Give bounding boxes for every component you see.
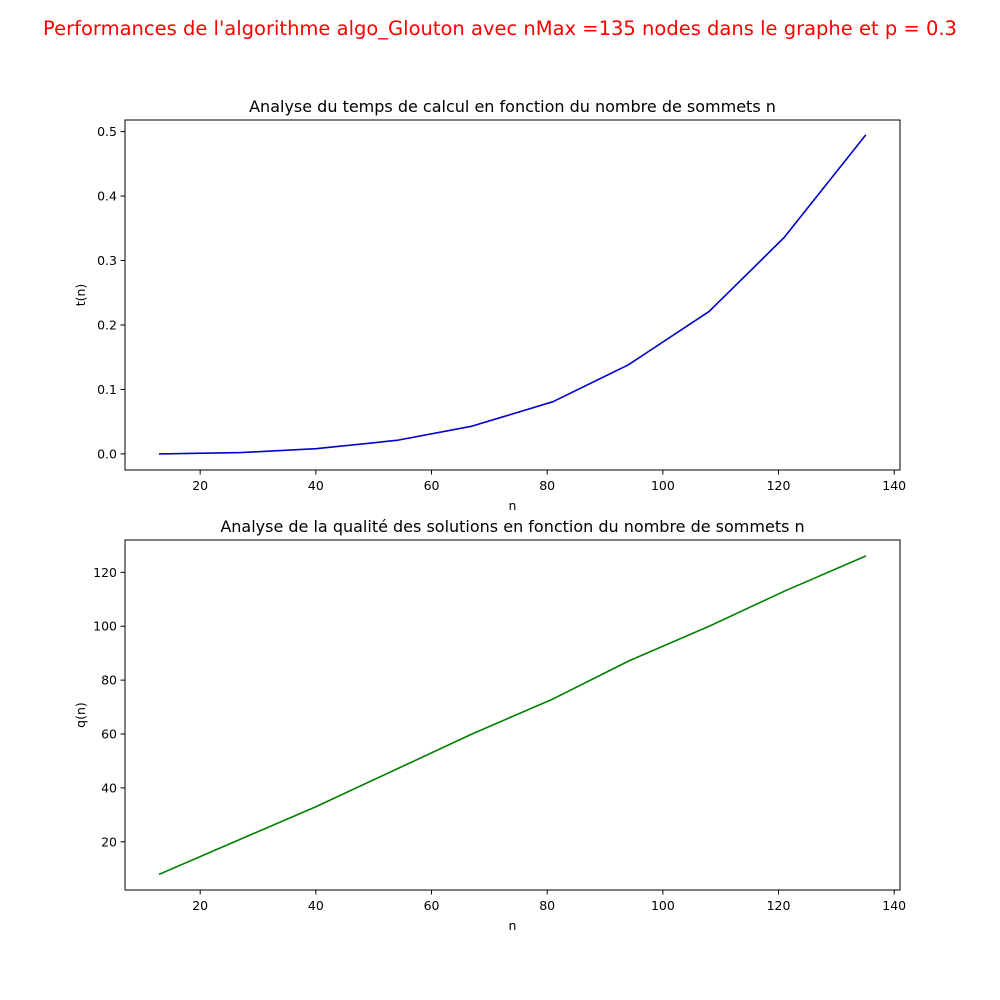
subplot-time: Analyse du temps de calcul en fonction d…	[73, 97, 906, 513]
quality-y-axis-label: q(n)	[73, 702, 88, 728]
quality-chart-title: Analyse de la qualité des solutions en f…	[220, 517, 804, 536]
quality-y-tick-label: 100	[93, 619, 117, 634]
time-y-tick-label: 0.0	[97, 446, 117, 461]
time-y-tick-label: 0.5	[97, 124, 117, 139]
quality-x-tick-label: 80	[539, 898, 555, 913]
time-x-tick-label: 60	[424, 478, 440, 493]
quality-y-tick-label: 80	[101, 673, 117, 688]
time-x-tick-label: 140	[882, 478, 906, 493]
quality-x-tick-label: 100	[651, 898, 675, 913]
time-series-line	[158, 134, 867, 455]
time-y-axis-label: t(n)	[73, 284, 88, 307]
time-chart-title: Analyse du temps de calcul en fonction d…	[249, 97, 776, 116]
quality-x-tick-label: 60	[424, 898, 440, 913]
quality-x-tick-label: 40	[308, 898, 324, 913]
quality-plot-frame	[124, 539, 901, 891]
time-y-tick-label: 0.3	[97, 253, 117, 268]
quality-y-tick-label: 20	[101, 834, 117, 849]
time-x-tick-label: 100	[651, 478, 675, 493]
quality-y-tick-label: 120	[93, 565, 117, 580]
quality-y-tick-label: 40	[101, 780, 117, 795]
time-x-tick-label: 40	[308, 478, 324, 493]
quality-x-tick-label: 140	[882, 898, 906, 913]
time-y-tick-label: 0.4	[97, 189, 117, 204]
time-x-tick-label: 20	[192, 478, 208, 493]
quality-x-tick-label: 120	[767, 898, 791, 913]
time-x-tick-label: 80	[539, 478, 555, 493]
time-x-axis-label: n	[509, 498, 517, 513]
quality-x-tick-label: 20	[192, 898, 208, 913]
time-x-tick-label: 120	[767, 478, 791, 493]
quality-y-tick-label: 60	[101, 726, 117, 741]
time-y-tick-label: 0.1	[97, 382, 117, 397]
time-plot-frame	[124, 119, 901, 471]
subplot-quality: Analyse de la qualité des solutions en f…	[73, 517, 906, 933]
figure-suptitle: Performances de l'algorithme algo_Glouto…	[43, 17, 957, 40]
quality-x-axis-label: n	[509, 918, 517, 933]
quality-series-line	[158, 555, 867, 876]
time-y-tick-label: 0.2	[97, 317, 117, 332]
